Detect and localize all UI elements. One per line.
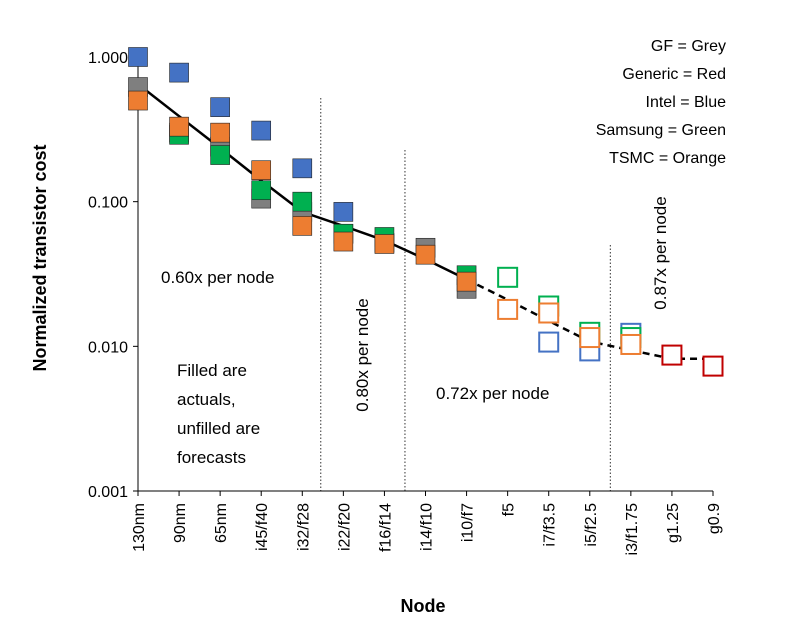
x-tick-label: i10/f7 (460, 503, 477, 542)
divider-layer (320, 98, 611, 491)
marker-samsung-actual (251, 180, 272, 201)
marker-tsmc-forecast (620, 333, 642, 355)
marker-tsmc-actual (169, 116, 189, 137)
marker-intel-actual (333, 202, 354, 222)
marker-intel-actual (128, 47, 148, 67)
x-tick-label: i32/f28 (295, 503, 312, 551)
marker-tsmc-actual (415, 244, 436, 265)
x-tick-labels: 130nm 90nm 65nm i45/f40 i32/f28 i22/f20 f16/f1… (131, 491, 723, 555)
marker-tsmc-actual (333, 231, 354, 252)
marker-samsung-actual (210, 145, 230, 165)
x-tick-label: 65nm (213, 503, 230, 543)
x-tick-label: f16/f14 (377, 503, 394, 552)
x-axis-title: Node (401, 596, 446, 616)
legend: GF = Grey Generic = Red Intel = Blue Sam… (596, 38, 726, 167)
marker-tsmc-forecast (538, 302, 560, 324)
marker-intel-actual (169, 62, 189, 83)
annotation-seg3-rate: 0.72x per node (436, 384, 549, 403)
marker-samsung-actual (292, 191, 313, 212)
annotation-note-line-3: unfilled are (177, 419, 260, 438)
annotations: 0.60x per node 0.80x per node 0.72x per … (161, 196, 670, 467)
marker-intel-actual (251, 120, 272, 141)
x-tick-label: i3/f1.75 (624, 503, 641, 556)
marker-tsmc-actual (128, 90, 148, 111)
marker-tsmc-forecast (497, 298, 519, 320)
marker-tsmc-actual (251, 160, 272, 181)
x-tick-label: 130nm (131, 503, 148, 552)
annotation-note-line-2: actuals, (177, 390, 236, 409)
x-tick-label: i7/f3.5 (542, 503, 559, 547)
y-axis-title: Normalized transistor cost (30, 144, 50, 371)
marker-generic-forecast (702, 355, 724, 377)
marker-tsmc-forecast (579, 327, 601, 349)
legend-entry-samsung: Samsung = Green (596, 122, 726, 139)
legend-entry-generic: Generic = Red (622, 66, 726, 83)
marker-intel-actual (292, 158, 313, 179)
x-tick-label: f5 (501, 503, 518, 516)
x-tick-label: i22/f20 (336, 503, 353, 551)
marker-generic-forecast (661, 344, 683, 366)
x-tick-label: 90nm (172, 503, 189, 543)
y-tick-labels: 1.000 0.100 0.010 0.001 (88, 50, 138, 501)
legend-entry-intel: Intel = Blue (646, 94, 727, 111)
y-tick-label: 0.010 (88, 339, 128, 356)
legend-entry-gf: GF = Grey (651, 38, 726, 55)
x-tick-label: g1.25 (665, 503, 682, 543)
y-tick-label: 0.100 (88, 195, 128, 212)
annotation-seg1-rate: 0.60x per node (161, 268, 274, 287)
x-tick-label: i14/f10 (419, 503, 436, 551)
data-markers (128, 47, 724, 377)
x-tick-label: i5/f2.5 (583, 503, 600, 547)
y-tick-label: 1.000 (88, 50, 128, 67)
legend-entry-tsmc: TSMC = Orange (609, 150, 726, 167)
marker-tsmc-actual (292, 216, 313, 236)
annotation-seg2-rate: 0.80x per node (353, 298, 372, 411)
marker-samsung-forecast (497, 266, 519, 288)
marker-intel-actual (210, 97, 230, 117)
annotation-seg4-rate: 0.87x per node (651, 196, 670, 309)
y-tick-label: 0.001 (88, 484, 128, 501)
annotation-note-line-4: forecasts (177, 448, 246, 467)
marker-intel-forecast (538, 331, 560, 353)
marker-tsmc-actual (456, 271, 477, 292)
x-tick-label: i45/f40 (254, 503, 271, 551)
marker-tsmc-actual (210, 122, 230, 143)
marker-tsmc-actual (374, 234, 395, 254)
annotation-note-line-1: Filled are (177, 361, 247, 380)
x-tick-label: g0.9 (706, 503, 723, 534)
